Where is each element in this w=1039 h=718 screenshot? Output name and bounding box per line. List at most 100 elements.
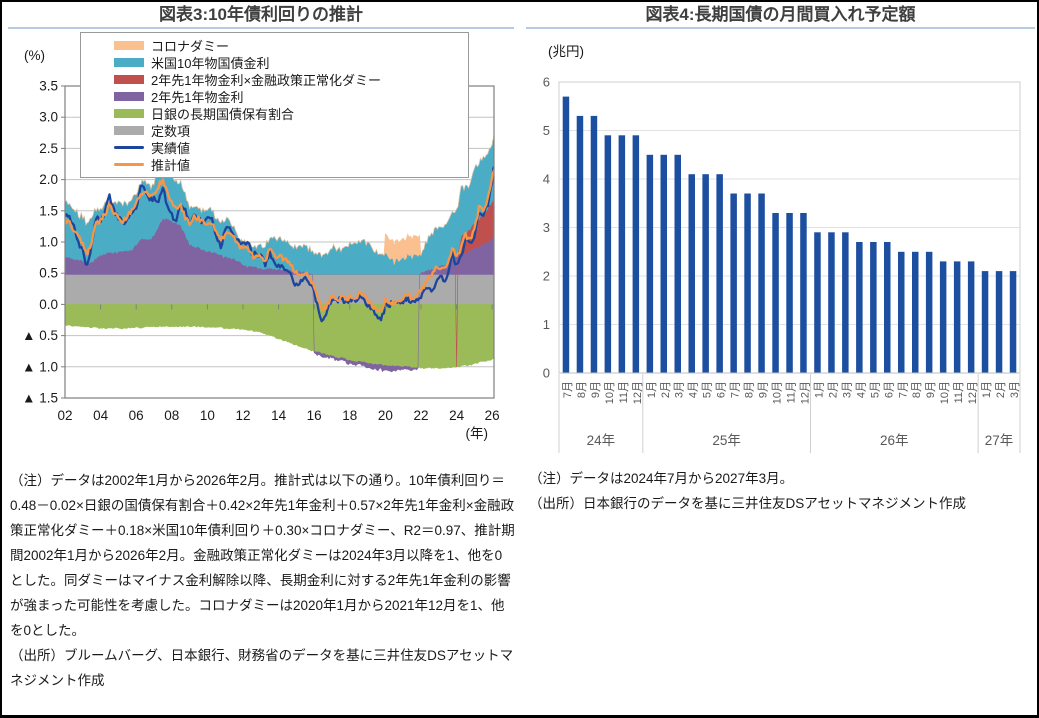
- legend-item-label: 2年先1年物金利: [151, 90, 244, 105]
- svg-text:16: 16: [307, 408, 322, 423]
- svg-text:14: 14: [271, 408, 287, 423]
- svg-text:8月: 8月: [911, 381, 923, 398]
- yield-estimation-area-chart: 3.5 3.0 2.5 2.0 1.5 1.0 0.5 0.0 ▲ 0.5 ▲ 1.0 ▲ 1.5 0…: [10, 30, 514, 466]
- svg-text:11月: 11月: [618, 381, 630, 403]
- svg-text:10月: 10月: [604, 381, 616, 404]
- right-chart-title: 図表4:長期国債の月間買入れ予定額: [526, 4, 1035, 29]
- svg-text:1.5: 1.5: [39, 203, 58, 218]
- svg-text:12: 12: [235, 408, 250, 423]
- svg-text:25年: 25年: [712, 433, 741, 448]
- svg-text:0.0: 0.0: [39, 297, 58, 312]
- left-chart-title: 図表3:10年債利回りの推計: [8, 4, 514, 29]
- svg-text:11月: 11月: [786, 381, 798, 403]
- svg-text:12月: 12月: [632, 381, 644, 404]
- legend-item: 定数項: [114, 122, 462, 139]
- svg-text:3月: 3月: [674, 381, 686, 398]
- legend-item: 日銀の長期国債保有割合: [114, 105, 462, 122]
- svg-text:7月: 7月: [562, 381, 574, 398]
- svg-text:06: 06: [129, 408, 144, 423]
- svg-text:2月: 2月: [995, 381, 1007, 398]
- legend-item: 実績値: [114, 139, 462, 156]
- legend-line-swatch: [114, 145, 144, 150]
- svg-text:3月: 3月: [841, 381, 853, 398]
- svg-text:1: 1: [543, 317, 550, 332]
- legend-item: 推計値: [114, 156, 462, 173]
- svg-text:22: 22: [413, 408, 428, 423]
- svg-text:10: 10: [200, 408, 215, 423]
- svg-text:08: 08: [164, 408, 179, 423]
- legend-line-swatch: [114, 162, 144, 167]
- left-source-text: （出所）ブルームバーグ、日本銀行、財務省のデータを基に三井住友DSアセットマネジ…: [10, 648, 514, 688]
- svg-text:8月: 8月: [744, 381, 756, 398]
- svg-text:3月: 3月: [1009, 381, 1021, 398]
- svg-text:9月: 9月: [590, 381, 602, 398]
- left-note-text: （注）データは2002年1月から2026年2月。推計式は以下の通り。10年債利回…: [10, 473, 515, 638]
- svg-text:5月: 5月: [869, 381, 881, 398]
- legend-fill-swatch: [114, 126, 144, 135]
- svg-text:2.5: 2.5: [39, 141, 58, 156]
- svg-text:26年: 26年: [880, 433, 909, 448]
- legend-item: コロナダミー: [114, 37, 462, 54]
- legend-fill-swatch: [114, 75, 144, 84]
- legend-item: 米国10年物国債金利: [114, 54, 462, 71]
- svg-text:0.5: 0.5: [39, 266, 58, 281]
- legend-item-label: コロナダミー: [151, 39, 230, 54]
- svg-text:3.0: 3.0: [39, 110, 58, 125]
- legend-item-label: 米国10年物国債金利: [151, 56, 270, 71]
- svg-text:2月: 2月: [827, 381, 839, 398]
- svg-text:24年: 24年: [587, 433, 616, 448]
- svg-text:6: 6: [543, 75, 550, 90]
- svg-text:(年): (年): [466, 426, 489, 441]
- svg-text:4月: 4月: [688, 381, 700, 398]
- legend-item: 2年先1年物金利×金融政策正常化ダミー: [114, 71, 462, 88]
- svg-text:27年: 27年: [985, 433, 1014, 448]
- svg-text:3: 3: [543, 220, 550, 235]
- legend-fill-swatch: [114, 109, 144, 118]
- svg-text:02: 02: [57, 408, 72, 423]
- right-source-text: （出所）日本銀行のデータを基に三井住友DSアセットマネジメント作成: [529, 496, 966, 511]
- chart-legend: コロナダミー米国10年物国債金利 2年先1年物金利×金融政策正常化ダミー 2年先1年…: [80, 32, 469, 178]
- svg-text:9月: 9月: [925, 381, 937, 398]
- svg-text:6月: 6月: [716, 381, 728, 398]
- svg-text:24: 24: [449, 408, 465, 423]
- legend-item-label: 推計値: [151, 158, 191, 173]
- right-note-text: （注）データは2024年7月から2027年3月。: [529, 471, 794, 486]
- svg-text:7月: 7月: [897, 381, 909, 398]
- svg-text:2: 2: [543, 269, 550, 284]
- svg-text:3.5: 3.5: [39, 79, 58, 94]
- legend-item-label: 日銀の長期国債保有割合: [151, 107, 295, 122]
- svg-text:1月: 1月: [646, 381, 658, 398]
- svg-text:10月: 10月: [939, 381, 951, 404]
- svg-text:12月: 12月: [800, 381, 812, 404]
- svg-text:5: 5: [543, 123, 550, 138]
- svg-text:9月: 9月: [758, 381, 770, 398]
- svg-text:4: 4: [543, 172, 550, 187]
- svg-text:26: 26: [485, 408, 500, 423]
- svg-text:▲ 1.5: ▲ 1.5: [22, 391, 58, 406]
- svg-text:8月: 8月: [576, 381, 588, 398]
- svg-text:10月: 10月: [772, 381, 784, 404]
- svg-text:1月: 1月: [981, 381, 993, 398]
- svg-text:04: 04: [93, 408, 109, 423]
- legend-item-label: 定数項: [151, 124, 191, 139]
- svg-text:1月: 1月: [813, 381, 825, 398]
- svg-text:4月: 4月: [855, 381, 867, 398]
- legend-fill-swatch: [114, 58, 144, 67]
- svg-text:(%): (%): [24, 48, 45, 63]
- svg-text:6月: 6月: [883, 381, 895, 398]
- legend-fill-swatch: [114, 92, 144, 101]
- svg-text:1.0: 1.0: [39, 235, 58, 250]
- svg-text:▲ 0.5: ▲ 0.5: [22, 328, 58, 343]
- svg-text:5月: 5月: [702, 381, 714, 398]
- svg-text:12月: 12月: [967, 381, 979, 404]
- svg-text:2月: 2月: [660, 381, 672, 398]
- legend-item-label: 実績値: [151, 141, 191, 156]
- right-chart-notes: （注）データは2024年7月から2027年3月。 （出所）日本銀行のデータを基に…: [529, 466, 1029, 516]
- legend-item: 2年先1年物金利: [114, 88, 462, 105]
- area-chart-svg: 3.5 3.0 2.5 2.0 1.5 1.0 0.5 0.0 ▲ 0.5 ▲ 1.0 ▲ 1.5 0…: [22, 48, 500, 441]
- svg-text:▲ 1.0: ▲ 1.0: [22, 359, 58, 374]
- legend-item-label: 2年先1年物金利×金融政策正常化ダミー: [151, 73, 382, 88]
- svg-text:(兆円): (兆円): [548, 44, 584, 59]
- bar-chart-svg: 7月 8月 9月 10月 11月 12月 1月 2月 3月 4月 5月 6月 7月 8月 9月 10月 11月 1…: [543, 44, 1021, 453]
